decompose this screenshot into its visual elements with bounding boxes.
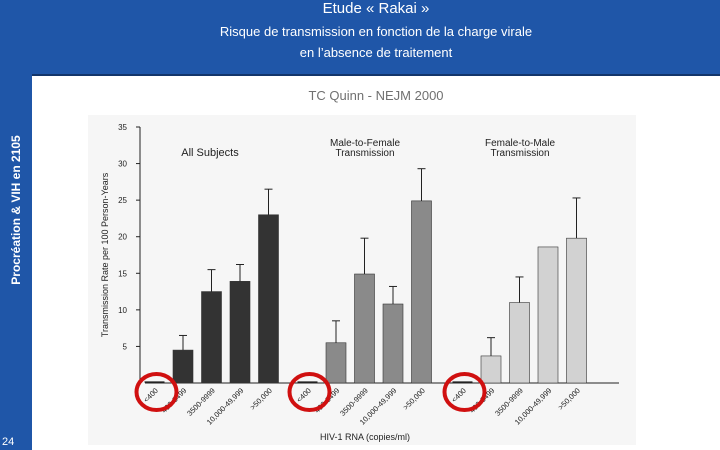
bar [480, 355, 502, 384]
x-axis-label: HIV-1 RNA (copies/ml) [320, 432, 410, 442]
panel-title: Transmission [490, 148, 549, 159]
panel-title: Transmission [335, 148, 394, 159]
highlight-circle [442, 372, 487, 412]
panel-title: Male-to-Female [330, 138, 400, 149]
slide-number: 24 [2, 436, 15, 448]
highlight-circle [134, 372, 179, 412]
y-tick-label: 30 [118, 160, 127, 169]
y-tick-label: 15 [118, 269, 127, 278]
y-tick-label: 35 [118, 123, 127, 132]
header-band [32, 0, 720, 74]
sidebar [0, 0, 32, 450]
bar [354, 273, 375, 384]
highlight-circle [287, 372, 332, 412]
y-tick-label: 20 [118, 233, 127, 242]
bar [201, 291, 222, 384]
bar [229, 281, 251, 384]
y-tick-label: 10 [118, 306, 127, 315]
subtitle-line-2: en l’absence de traitement [299, 45, 453, 60]
bar [172, 349, 194, 384]
bar [537, 246, 559, 384]
y-axis-label: Transmission Rate per 100 Person-Years [100, 172, 110, 337]
citation: TC Quinn - NEJM 2000 [308, 88, 444, 103]
y-tick-label: 5 [123, 342, 128, 351]
bar [566, 237, 587, 384]
bar [258, 214, 279, 384]
bar [411, 200, 432, 384]
bar [382, 303, 404, 384]
panel-title: Female-to-Male [485, 138, 555, 149]
bar [325, 342, 347, 384]
y-tick-label: 25 [118, 196, 127, 205]
page-title: Etude « Rakai » [322, 0, 430, 17]
header-divider [32, 74, 720, 76]
bar [509, 302, 530, 384]
subtitle-line-1: Risque de transmission en fonction de la… [219, 24, 533, 39]
panel-title: All Subjects [181, 147, 239, 159]
